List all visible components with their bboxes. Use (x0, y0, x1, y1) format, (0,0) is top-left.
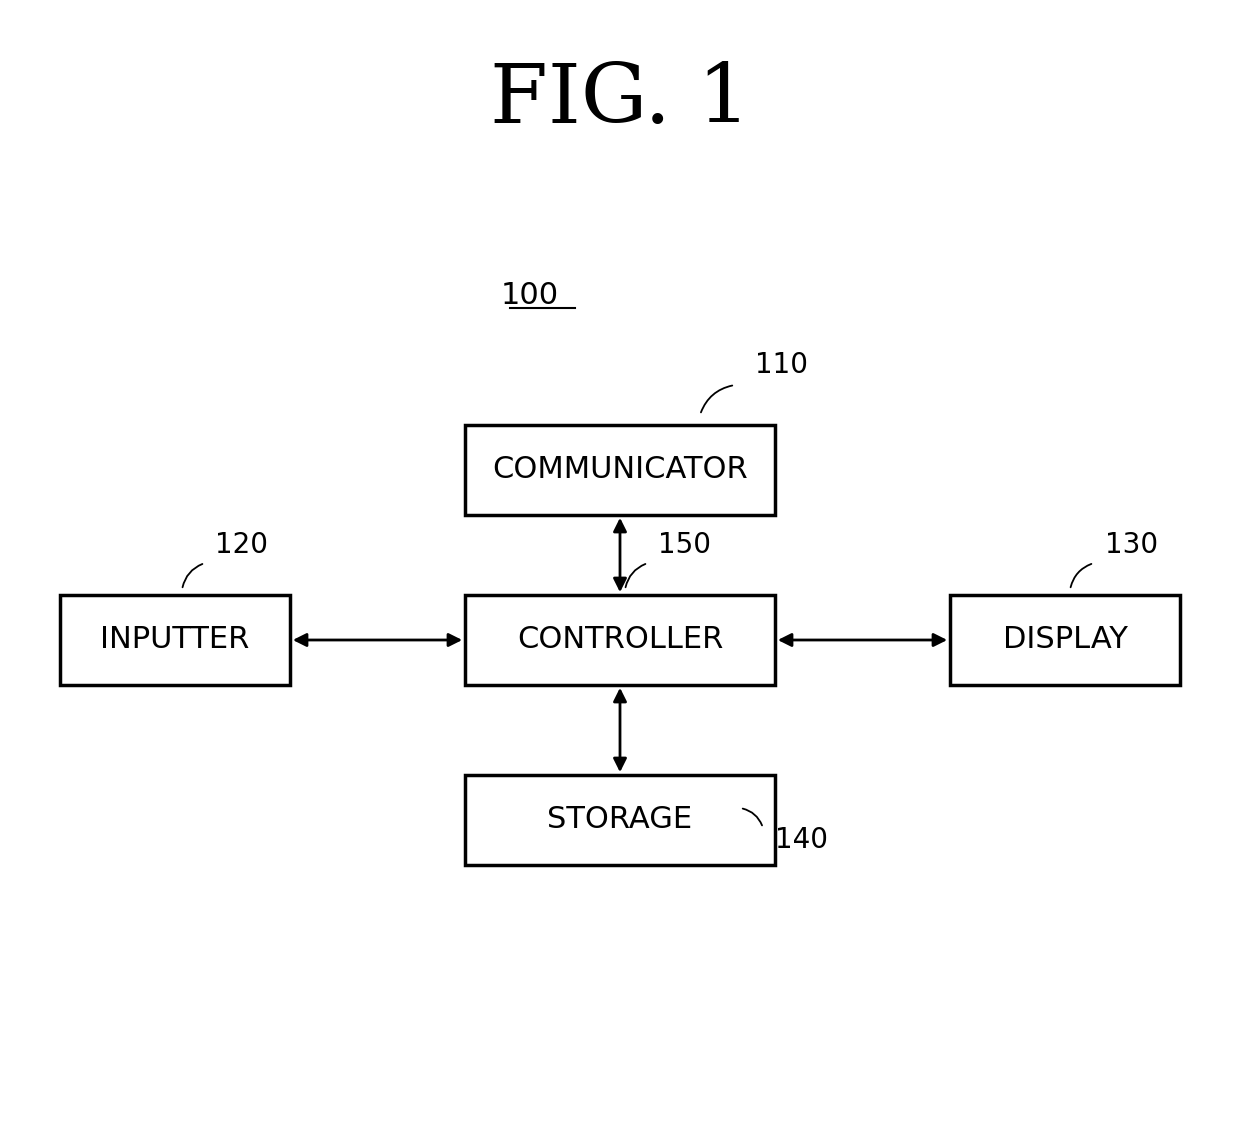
Bar (465, 425, 775, 515)
Bar (950, 595, 1180, 685)
Text: 110: 110 (755, 351, 808, 379)
Text: FIG. 1: FIG. 1 (490, 60, 750, 140)
Text: CONTROLLER: CONTROLLER (517, 626, 723, 654)
Bar (465, 595, 775, 685)
Text: STORAGE: STORAGE (547, 805, 693, 835)
Text: 120: 120 (215, 531, 268, 559)
Text: 140: 140 (775, 826, 828, 854)
Bar (60, 595, 290, 685)
Text: 130: 130 (1105, 531, 1158, 559)
Text: 150: 150 (658, 531, 711, 559)
Text: COMMUNICATOR: COMMUNICATOR (492, 456, 748, 484)
Text: INPUTTER: INPUTTER (100, 626, 249, 654)
Bar (465, 775, 775, 864)
Text: DISPLAY: DISPLAY (1003, 626, 1127, 654)
Text: 100: 100 (501, 281, 559, 309)
